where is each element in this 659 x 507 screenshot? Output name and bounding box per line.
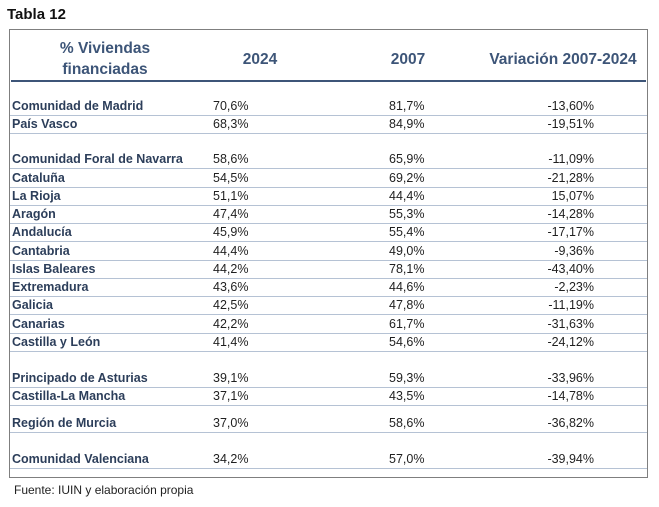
cell-2024: 37,0%: [213, 416, 249, 430]
table-row: Islas Baleares 44,2% 78,1% -43,40%: [10, 260, 647, 279]
cell-2007: 57,0%: [389, 452, 425, 466]
cell-region: Comunidad Valenciana: [12, 452, 149, 466]
cell-2007: 49,0%: [389, 244, 425, 258]
cell-2007: 55,3%: [389, 207, 425, 221]
cell-2024: 37,1%: [213, 389, 249, 403]
cell-region: Castilla y León: [12, 335, 101, 349]
cell-region: Comunidad de Madrid: [12, 99, 144, 113]
cell-region: Extremadura: [12, 280, 89, 294]
cell-2024: 47,4%: [213, 207, 249, 221]
cell-variation: -43,40%: [547, 262, 594, 276]
cell-2024: 44,2%: [213, 262, 249, 276]
cell-variation: -19,51%: [547, 117, 594, 131]
cell-2024: 51,1%: [213, 189, 249, 203]
cell-2007: 59,3%: [389, 371, 425, 385]
cell-region: La Rioja: [12, 189, 61, 203]
table-row: Castilla y León 41,4% 54,6% -24,12%: [10, 333, 647, 352]
table-row: Aragón 47,4% 55,3% -14,28%: [10, 205, 647, 224]
table-row: Cataluña 54,5% 69,2% -21,28%: [10, 169, 647, 188]
data-table: % Viviendas financiadas 2024 2007 Variac…: [9, 29, 648, 478]
cell-region: Cantabria: [12, 244, 70, 258]
cell-variation: -36,82%: [547, 416, 594, 430]
cell-2007: 55,4%: [389, 225, 425, 239]
cell-2007: 44,6%: [389, 280, 425, 294]
cell-2007: 78,1%: [389, 262, 425, 276]
header-divider: [11, 80, 646, 82]
table-row: Extremadura 43,6% 44,6% -2,23%: [10, 278, 647, 297]
cell-variation: -24,12%: [547, 335, 594, 349]
cell-2007: 69,2%: [389, 171, 425, 185]
cell-2007: 58,6%: [389, 416, 425, 430]
cell-2024: 41,4%: [213, 335, 249, 349]
cell-2007: 61,7%: [389, 317, 425, 331]
cell-2024: 34,2%: [213, 452, 249, 466]
header-variation: Variación 2007-2024: [489, 51, 637, 68]
cell-2007: 43,5%: [389, 389, 425, 403]
cell-variation: -39,94%: [547, 452, 594, 466]
cell-2024: 39,1%: [213, 371, 249, 385]
cell-variation: -21,28%: [547, 171, 594, 185]
cell-2007: 84,9%: [389, 117, 425, 131]
cell-variation: -11,19%: [548, 298, 594, 312]
cell-2007: 44,4%: [389, 189, 425, 203]
cell-variation: -2,23%: [554, 280, 594, 294]
table-row: Región de Murcia 37,0% 58,6% -36,82%: [10, 414, 647, 433]
table-row: Castilla-La Mancha 37,1% 43,5% -14,78%: [10, 387, 647, 406]
cell-2024: 42,5%: [213, 298, 249, 312]
table-row: Comunidad Valenciana 34,2% 57,0% -39,94%: [10, 450, 647, 469]
cell-region: País Vasco: [12, 117, 78, 131]
cell-2007: 54,6%: [389, 335, 425, 349]
cell-region: Región de Murcia: [12, 416, 117, 430]
cell-2024: 45,9%: [213, 225, 249, 239]
cell-region: Islas Baleares: [12, 262, 96, 276]
cell-variation: -11,09%: [548, 152, 594, 166]
cell-region: Galicia: [12, 298, 53, 312]
cell-variation: -13,60%: [547, 99, 594, 113]
cell-2024: 58,6%: [213, 152, 249, 166]
table-row: Andalucía 45,9% 55,4% -17,17%: [10, 223, 647, 242]
cell-variation: -14,28%: [547, 207, 594, 221]
table-row: La Rioja 51,1% 44,4% 15,07%: [10, 187, 647, 206]
header-2024: 2024: [242, 51, 278, 68]
cell-2007: 47,8%: [389, 298, 425, 312]
cell-region: Aragón: [12, 207, 56, 221]
cell-2024: 70,6%: [213, 99, 249, 113]
table-title: Tabla 12: [7, 6, 66, 23]
cell-variation: -9,36%: [554, 244, 594, 258]
cell-variation: -33,96%: [547, 371, 594, 385]
source-note: Fuente: IUIN y elaboración propia: [14, 483, 194, 497]
header-2007: 2007: [390, 51, 426, 68]
cell-2007: 65,9%: [389, 152, 425, 166]
cell-region: Comunidad Foral de Navarra: [12, 152, 183, 166]
cell-2007: 81,7%: [389, 99, 425, 113]
cell-variation: 15,07%: [551, 189, 594, 203]
header-region: % Viviendas financiadas: [59, 40, 151, 78]
cell-variation: -14,78%: [547, 389, 594, 403]
table-row: Comunidad de Madrid 70,6% 81,7% -13,60%: [10, 97, 647, 116]
table-row: Canarias 42,2% 61,7% -31,63%: [10, 315, 647, 334]
cell-2024: 44,4%: [213, 244, 249, 258]
table-row: Cantabria 44,4% 49,0% -9,36%: [10, 242, 647, 261]
cell-region: Castilla-La Mancha: [12, 389, 126, 403]
cell-2024: 68,3%: [213, 117, 249, 131]
table-row: Principado de Asturias 39,1% 59,3% -33,96%: [10, 369, 647, 388]
table-row: País Vasco 68,3% 84,9% -19,51%: [10, 115, 647, 134]
cell-2024: 54,5%: [213, 171, 249, 185]
cell-variation: -31,63%: [547, 317, 594, 331]
table-row: Galicia 42,5% 47,8% -11,19%: [10, 296, 647, 315]
cell-region: Cataluña: [12, 171, 65, 185]
cell-region: Andalucía: [12, 225, 72, 239]
cell-2024: 43,6%: [213, 280, 249, 294]
cell-region: Canarias: [12, 317, 65, 331]
table-row: Comunidad Foral de Navarra 58,6% 65,9% -11,…: [10, 150, 647, 169]
cell-variation: -17,17%: [547, 225, 594, 239]
cell-region: Principado de Asturias: [12, 371, 148, 385]
cell-2024: 42,2%: [213, 317, 249, 331]
